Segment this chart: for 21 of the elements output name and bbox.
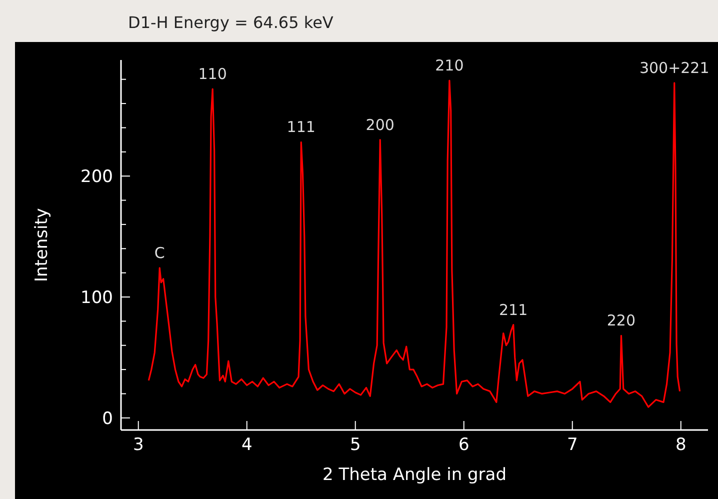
- line-series: [148, 80, 681, 408]
- y-tick-label: 0: [102, 408, 113, 429]
- annotation: 210: [435, 56, 464, 75]
- annotation: 111: [286, 118, 316, 136]
- x-tick-label: 7: [566, 435, 578, 455]
- chart-title: D1-H Energy = 64.65 keV: [128, 13, 334, 32]
- annotation: 211: [499, 300, 528, 319]
- annotation: 200: [366, 116, 394, 134]
- annotation: 110: [198, 65, 227, 84]
- x-tick-label: 5: [350, 435, 361, 455]
- annotation: 300+221: [639, 58, 710, 77]
- annotation: C: [154, 244, 165, 262]
- x-tick-label: 6: [458, 435, 470, 455]
- y-tick-label: 200: [80, 167, 113, 188]
- y-axis-title: Intensity: [32, 208, 52, 282]
- x-axis-title: 2 Theta Angle in grad: [322, 465, 506, 485]
- y-tick-label: 100: [80, 288, 113, 308]
- x-tick-label: 3: [132, 435, 144, 455]
- x-tick-label: 8: [675, 435, 686, 455]
- annotation: 220: [606, 312, 636, 330]
- x-tick-label: 4: [241, 435, 252, 455]
